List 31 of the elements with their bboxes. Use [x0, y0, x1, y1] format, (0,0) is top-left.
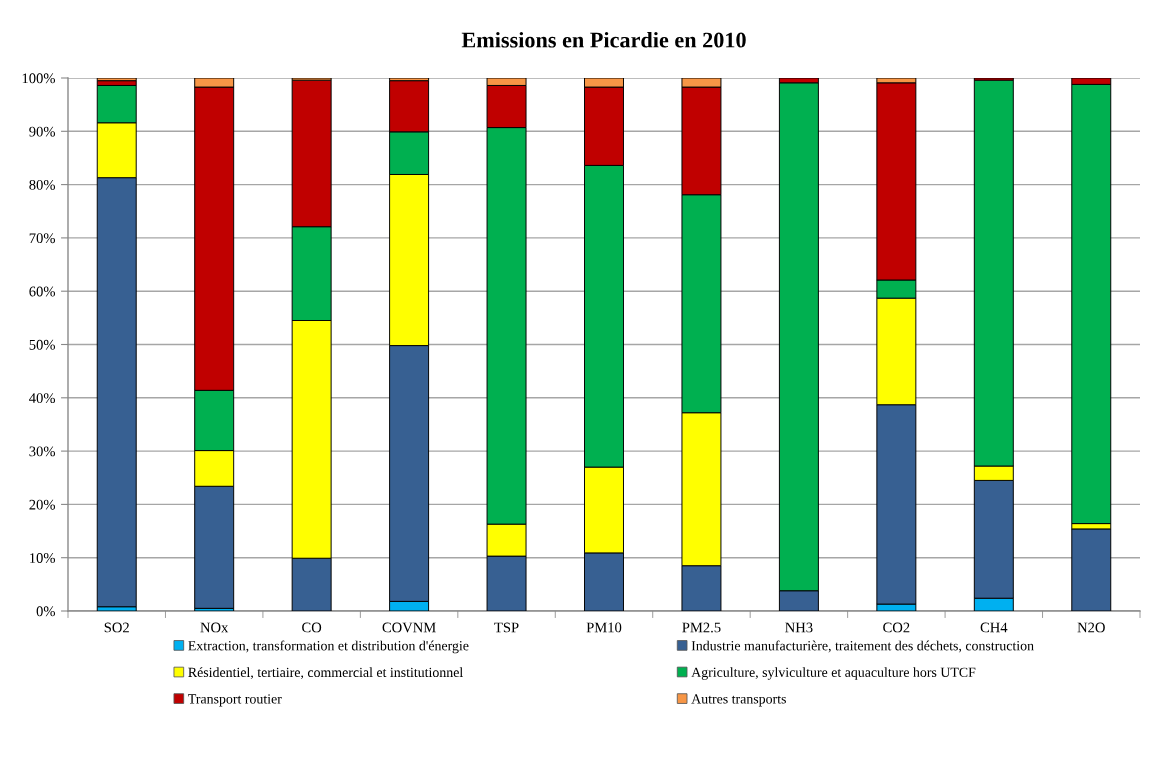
- x-tick-label: PM2.5: [682, 622, 721, 633]
- y-tick-label: 40%: [29, 393, 55, 404]
- x-tick-label: N2O: [1077, 622, 1105, 633]
- x-tick-label: CO2: [883, 622, 910, 633]
- x-tick-label: COVNM: [382, 622, 436, 633]
- y-tick-label: 30%: [29, 446, 55, 457]
- y-tick-label: 100%: [22, 73, 55, 84]
- y-tick-label: 70%: [29, 233, 55, 244]
- x-tick-label: TSP: [494, 622, 519, 633]
- legend-label: Extraction, transformation et distribution d'énergie: [188, 640, 469, 654]
- y-tick-label: 50%: [29, 339, 55, 350]
- x-tick-label: NH3: [785, 622, 813, 633]
- y-tick-label: 0%: [36, 606, 55, 617]
- x-tick-label: CO: [302, 622, 322, 633]
- x-tick-label: SO2: [104, 622, 129, 633]
- legend-label: Autres transports: [691, 694, 786, 707]
- y-tick-label: 80%: [29, 179, 55, 190]
- x-tick-label: CH4: [980, 622, 1008, 633]
- y-tick-label: 10%: [30, 553, 55, 563]
- legend-label: Transport routier: [188, 694, 282, 707]
- y-tick-label: 60%: [29, 286, 55, 297]
- y-tick-label: 20%: [29, 499, 55, 510]
- chart-title: Emissions en Picardie en 2010: [461, 31, 746, 48]
- legend-label: Industrie manufacturière, traitement des déchets, construction: [691, 640, 1034, 653]
- x-tick-label: NOx: [200, 622, 229, 633]
- x-tick-label: PM10: [586, 622, 622, 633]
- legend-label: Résidentiel, tertiaire, commercial et institutionnel: [188, 667, 463, 680]
- legend-label: Agriculture, sylviculture et aquaculture hors UTCF: [691, 667, 976, 680]
- bar: [1071, 528, 1112, 611]
- bar: [96, 78, 137, 82]
- y-tick-label: 90%: [29, 126, 55, 137]
